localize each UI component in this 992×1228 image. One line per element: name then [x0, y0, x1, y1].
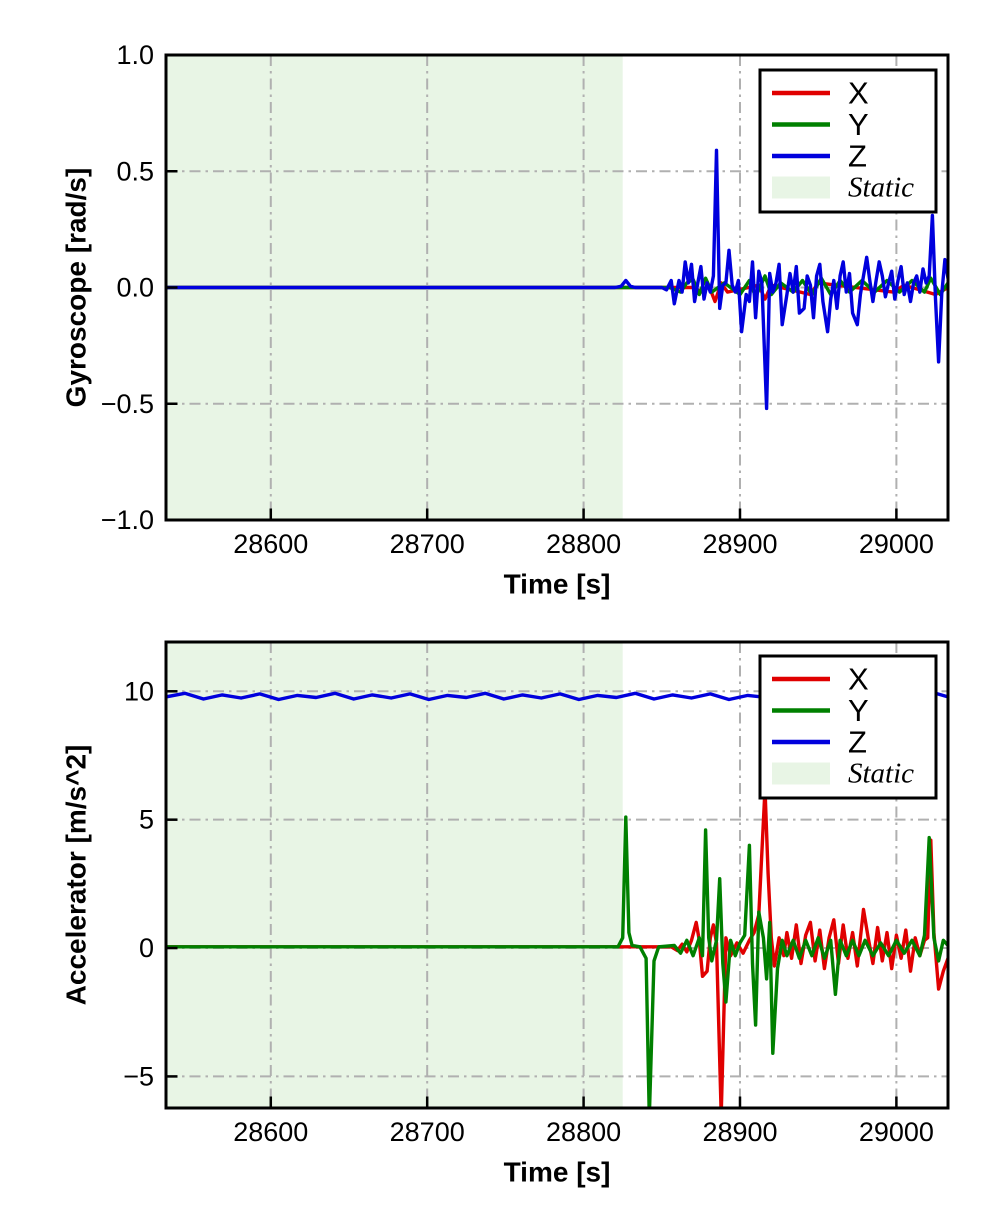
gyroscope-legend-label-z: Z [848, 139, 867, 174]
accelerator-x-tick-label: 28800 [546, 1117, 621, 1147]
accelerator-x-tick-label: 29000 [859, 1117, 934, 1147]
accelerator-chart: 28600 28700 28800 28900 29000 10 5 0 −5 Time [s] A… [61, 640, 950, 1188]
accelerator-series-y-line [166, 815, 948, 1108]
gyroscope-y-tick-label: −0.5 [101, 389, 154, 419]
accelerator-static-region [166, 642, 623, 1108]
gyroscope-chart: 28600 28700 28800 28900 29000 1.0 0.5 0.0 −0.5 −1… [61, 40, 950, 600]
accelerator-y-tick-label: 10 [124, 676, 154, 706]
gyroscope-legend-label-x: X [848, 76, 869, 111]
accelerator-plot-frame [164, 640, 950, 1110]
gyroscope-y-tick-label: −1.0 [101, 505, 154, 535]
accelerator-y-tick-label: 0 [139, 933, 154, 963]
accelerator-x-tick-label: 28900 [702, 1117, 777, 1147]
accelerator-y-tick-label: −5 [123, 1061, 154, 1091]
accelerator-x-tick-label: 28700 [390, 1117, 465, 1147]
accelerator-series-x-line [166, 787, 948, 1108]
accelerator-legend-label-y: Y [848, 693, 869, 728]
accelerator-legend-label-z: Z [848, 725, 867, 760]
accelerator-x-axis-label: Time [s] [504, 1157, 611, 1188]
gyroscope-x-tick-label: 28600 [233, 529, 308, 559]
accelerator-legend-label-static: Static [848, 758, 914, 790]
gyroscope-x-tick-label: 29000 [859, 529, 934, 559]
gyroscope-x-axis-label: Time [s] [504, 569, 611, 600]
gyroscope-legend-label-static: Static [848, 172, 914, 204]
gyroscope-y-tick-label: 1.0 [116, 40, 154, 70]
gyroscope-x-tick-label: 28700 [390, 529, 465, 559]
accelerator-legend-label-x: X [848, 662, 869, 697]
accelerator-y-axis-label: Accelerator [m/s^2] [61, 745, 92, 1006]
accelerator-y-tick-label: 5 [139, 805, 154, 835]
gyroscope-y-axis-label: Gyroscope [rad/s] [61, 168, 92, 408]
gyroscope-y-tick-label: 0.5 [116, 156, 154, 186]
gyroscope-plot-frame [164, 53, 950, 522]
gyroscope-legend-static-patch [772, 176, 830, 199]
gyroscope-x-tick-label: 28800 [546, 529, 621, 559]
gyroscope-series-group [166, 148, 948, 411]
gyroscope-legend-label-y: Y [848, 107, 869, 142]
gyroscope-series-z-line [166, 148, 948, 411]
accelerator-legend-static-patch [772, 762, 830, 785]
accelerator-x-tick-label: 28600 [233, 1117, 308, 1147]
gyroscope-x-tick-label: 28900 [702, 529, 777, 559]
gyroscope-y-tick-label: 0.0 [116, 273, 154, 303]
